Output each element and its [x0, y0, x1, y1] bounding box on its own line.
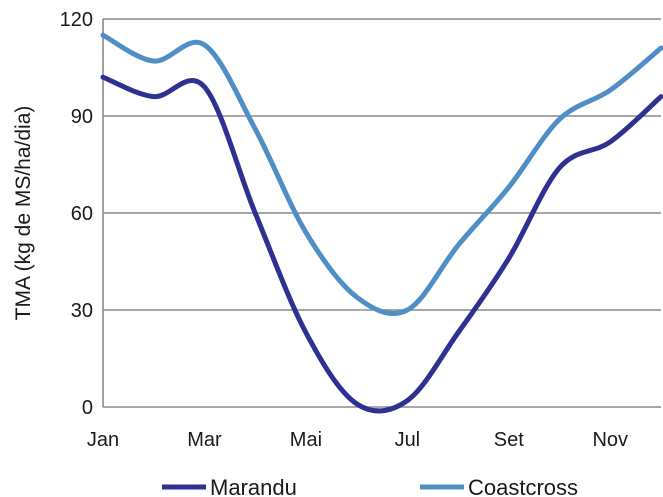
y-tick-label-90: 90: [71, 106, 93, 128]
y-tick-label-60: 60: [71, 203, 93, 225]
x-tick-label-jul: Jul: [395, 429, 421, 451]
legend-label-coastcross: Coastcross: [468, 475, 578, 497]
y-tick-label-120: 120: [60, 9, 93, 31]
gridlines: [103, 18, 661, 311]
series-group: [100, 32, 663, 414]
x-tick-label-jan: Jan: [87, 429, 119, 451]
y-tick-label-0: 0: [82, 397, 93, 419]
legend: Marandu Coastcross: [162, 475, 578, 497]
series-line-coastcross: [100, 32, 663, 316]
y-axis-label: TMA (kg de MS/ha/dia): [12, 106, 35, 321]
y-tick-label-30: 30: [71, 300, 93, 322]
x-tick-labels: Jan Mar Mai Jul Set Nov: [87, 429, 628, 451]
x-tick-label-set: Set: [494, 429, 524, 451]
x-tick-label-nov: Nov: [592, 429, 628, 451]
legend-label-marandu: Marandu: [210, 475, 297, 497]
x-tick-label-mai: Mai: [290, 429, 322, 451]
x-tick-label-mar: Mar: [187, 429, 222, 451]
plot-frame: [102, 19, 661, 408]
y-tick-labels: 0 30 60 90 120: [60, 9, 93, 419]
series-line-marandu: [100, 74, 663, 414]
